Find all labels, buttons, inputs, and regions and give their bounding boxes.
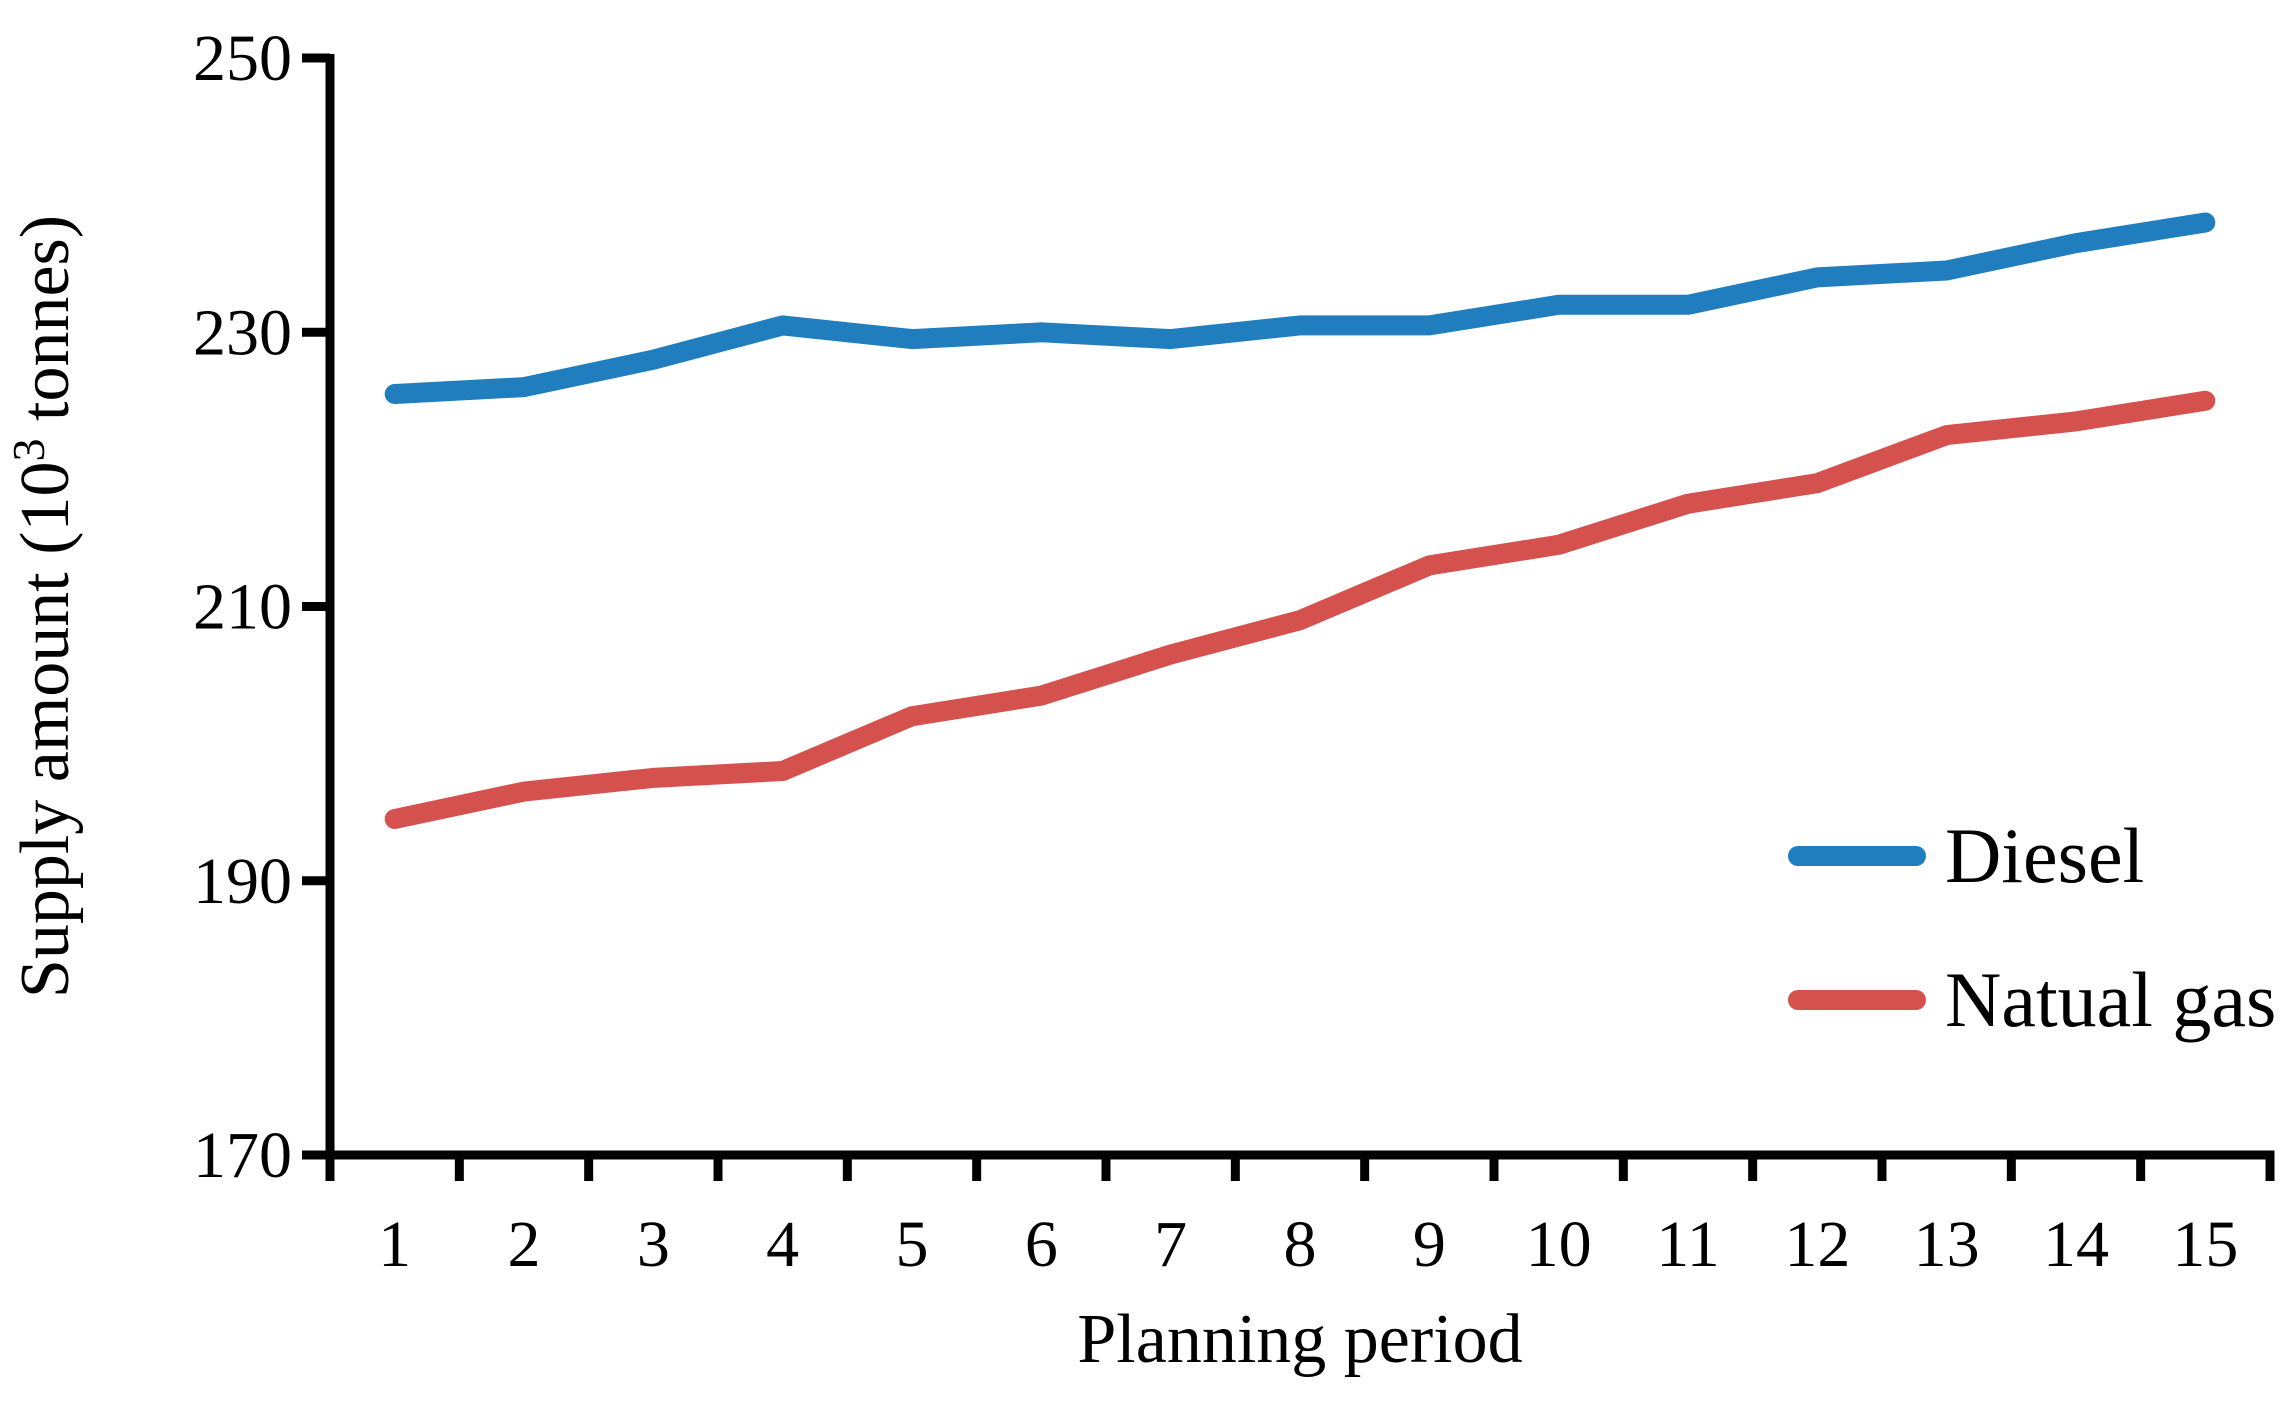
x-tick-label: 12 xyxy=(1784,1208,1850,1281)
x-tick-label: 5 xyxy=(896,1208,929,1281)
y-tick-label: 190 xyxy=(193,845,292,918)
x-tick-label: 11 xyxy=(1656,1208,1720,1281)
x-tick-label: 4 xyxy=(766,1208,799,1281)
x-tick-label: 6 xyxy=(1025,1208,1058,1281)
y-axis-title: Supply amount (103 tonnes) xyxy=(3,215,84,998)
x-tick-label: 8 xyxy=(1284,1208,1317,1281)
x-axis-title: Planning period xyxy=(1077,1301,1522,1378)
x-tick-label: 14 xyxy=(2043,1208,2109,1281)
legend-label-natual-gas: Natual gas xyxy=(1945,956,2276,1043)
y-tick-label: 170 xyxy=(193,1119,292,1192)
x-tick-label: 15 xyxy=(2172,1208,2238,1281)
x-tick-label: 2 xyxy=(508,1208,541,1281)
x-tick-label: 9 xyxy=(1413,1208,1446,1281)
y-tick-label: 230 xyxy=(193,296,292,369)
x-tick-label: 10 xyxy=(1526,1208,1592,1281)
x-tick-label: 3 xyxy=(637,1208,670,1281)
x-tick-label: 1 xyxy=(378,1208,411,1281)
legend-swatch-diesel xyxy=(1788,846,1926,866)
y-tick-label: 210 xyxy=(193,571,292,644)
x-tick-label: 13 xyxy=(1914,1208,1980,1281)
legend-swatch-natual-gas xyxy=(1788,990,1926,1010)
legend-label-diesel: Diesel xyxy=(1945,812,2144,899)
series-line-diesel xyxy=(384,212,2216,404)
x-tick-label: 7 xyxy=(1154,1208,1187,1281)
series-line-natual-gas xyxy=(384,390,2216,829)
y-tick-label: 250 xyxy=(193,22,292,95)
